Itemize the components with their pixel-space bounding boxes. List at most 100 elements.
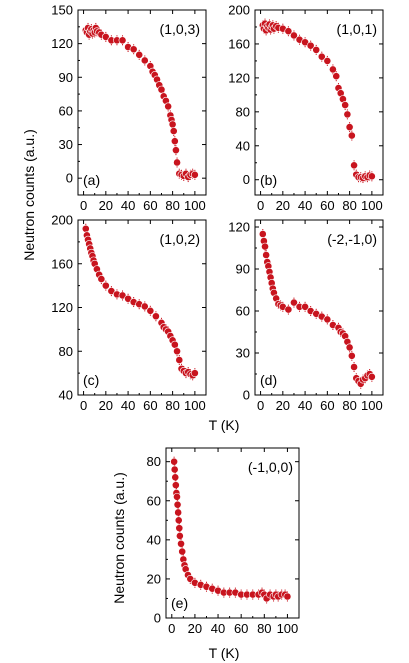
x-tick-label: 20 (276, 398, 290, 413)
data-point (170, 465, 179, 474)
panel-label: (d) (260, 372, 277, 388)
data-point (140, 56, 149, 65)
data-point (172, 146, 180, 155)
y-tick-label: 0 (243, 388, 250, 403)
y-tick-label: 80 (236, 104, 250, 119)
x-tick-label: 40 (298, 398, 312, 413)
x-tick-label: 20 (99, 198, 113, 213)
x-tick-label: 80 (342, 398, 356, 413)
y-tick-label: 60 (236, 304, 250, 319)
y-tick-label: 120 (228, 70, 250, 85)
data-point (190, 369, 199, 378)
data-point (175, 532, 184, 540)
x-tick-label: 0 (168, 621, 175, 636)
x-tick-label: 80 (165, 398, 179, 413)
data-point (284, 27, 293, 36)
y-axis-label-bottom: Neutron counts (a.u.) (111, 472, 127, 604)
y-tick-label: 60 (59, 103, 73, 118)
data-point (171, 473, 180, 482)
x-tick-label: 40 (121, 198, 135, 213)
data-point (190, 170, 199, 179)
y-tick-label: 200 (228, 3, 250, 18)
x-tick-label: 40 (298, 198, 312, 213)
panel-d: 0 20 40 60 80 100 0 30 60 90 120 (d) (-2,-1,0) (228, 219, 384, 413)
data-point (175, 356, 184, 364)
y-tick-label: 40 (147, 532, 161, 547)
data-point (146, 306, 155, 315)
y-tick-label: 60 (147, 493, 161, 508)
x-tick-label: 0 (257, 398, 264, 413)
data-point (97, 275, 106, 283)
y-axis-label-top: Neutron counts (a.u.) (21, 129, 37, 261)
data-point (174, 516, 183, 525)
panel-label: (e) (171, 595, 188, 611)
x-tick-label: 0 (257, 198, 264, 213)
data-point (290, 31, 298, 40)
series-points (258, 18, 376, 184)
y-tick-label: 80 (59, 344, 73, 359)
y-tick-label: 90 (59, 70, 73, 85)
y-tick-label: 40 (59, 388, 73, 403)
x-tick-label: 0 (80, 398, 87, 413)
y-tick-label: 0 (243, 172, 250, 187)
y-tick-label: 20 (147, 571, 161, 586)
panel-c: 0 20 40 60 80 100 40 80 120 160 200 (c) (1,0,2) (51, 213, 207, 413)
reflection-label: (1,0,3) (160, 21, 200, 37)
y-tick-label: 150 (51, 3, 73, 18)
data-point (168, 120, 177, 129)
data-point (81, 224, 90, 233)
data-point (367, 372, 376, 381)
x-tick-label: 80 (165, 198, 179, 213)
reflection-label: (-2,-1,0) (327, 231, 377, 247)
y-tick-label: 120 (51, 36, 73, 51)
data-point (347, 131, 356, 140)
panel-b: 0 20 40 60 80 100 0 40 80 120 160 200 (b) (1,0,1) (228, 3, 384, 213)
x-tick-label: 60 (320, 398, 334, 413)
x-tick-label: 40 (121, 398, 135, 413)
x-tick-label: 0 (80, 198, 87, 213)
data-point (140, 302, 149, 311)
x-tick-label: 100 (277, 621, 299, 636)
y-tick-label: 90 (236, 262, 250, 277)
series-points (170, 456, 292, 604)
data-point (306, 41, 315, 50)
data-point (118, 36, 127, 45)
panel-label: (a) (83, 172, 100, 188)
x-tick-label: 80 (342, 198, 356, 213)
y-tick-label: 80 (147, 454, 161, 469)
data-point (350, 363, 358, 371)
data-point (301, 38, 309, 47)
x-tick-label: 20 (276, 198, 290, 213)
x-tick-label: 100 (361, 198, 383, 213)
series-points (81, 223, 199, 381)
data-point (173, 347, 181, 356)
panel-label: (b) (260, 172, 277, 188)
data-point (177, 539, 185, 548)
data-point (312, 45, 321, 54)
data-point (343, 110, 352, 119)
data-point (173, 158, 181, 167)
x-tick-label: 100 (184, 398, 206, 413)
y-tick-label: 120 (51, 300, 73, 315)
data-point (341, 101, 350, 109)
x-tick-label: 60 (143, 198, 157, 213)
y-tick-label: 30 (59, 137, 73, 152)
data-point (178, 547, 187, 556)
panel-e: 0 20 40 60 80 100 0 20 40 60 80 (e) (-1,0,0) (147, 447, 300, 636)
x-tick-label: 60 (320, 198, 334, 213)
data-point (169, 127, 178, 135)
x-tick-label: 20 (99, 398, 113, 413)
y-tick-label: 0 (154, 611, 161, 626)
panel-a: 0 20 40 60 80 100 0 30 60 90 120 150 (a) (1,0,3) (51, 3, 207, 213)
data-point (173, 492, 181, 501)
plot-frame (254, 9, 384, 196)
data-point (290, 298, 298, 307)
plot-frame (165, 447, 300, 619)
data-point (262, 251, 271, 259)
data-point (329, 65, 337, 74)
data-point (261, 242, 269, 251)
data-point (152, 312, 160, 321)
x-tick-label: 100 (361, 398, 383, 413)
x-tick-label: 20 (188, 621, 202, 636)
